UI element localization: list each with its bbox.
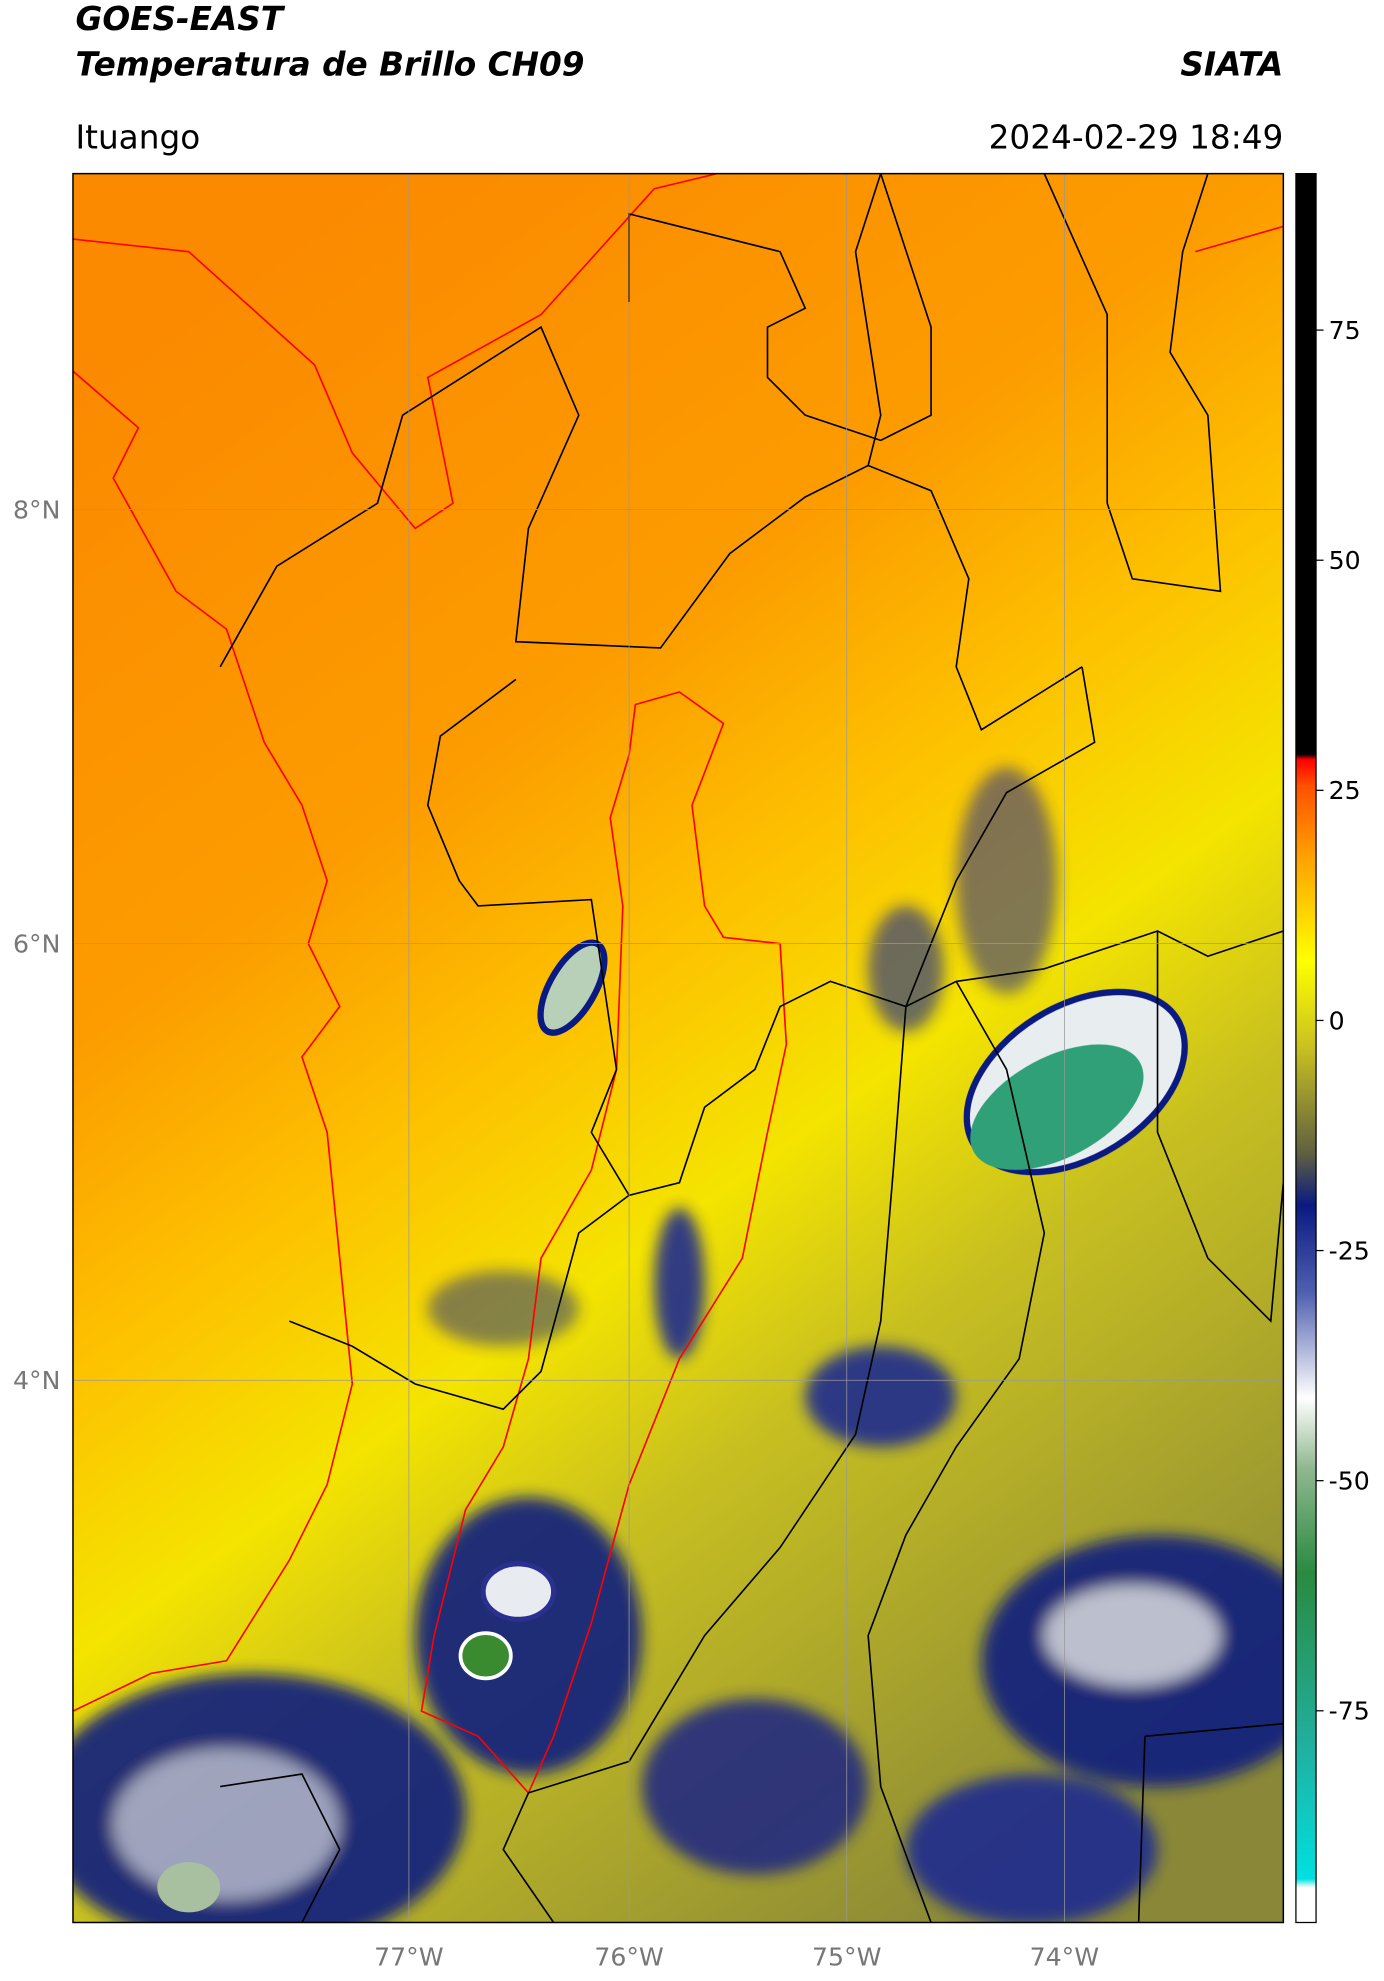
colorbar-tick-label: -75 [1329, 1697, 1370, 1726]
graticule [72, 173, 1284, 1923]
lon-label: 76°W [594, 1942, 664, 1971]
datetime: 2024-02-29 18:49 [989, 118, 1284, 156]
lat-label: 6°N [13, 929, 60, 958]
colorbar-tick-label: -25 [1329, 1236, 1370, 1265]
colorbar-tick-label: 0 [1329, 1006, 1345, 1035]
location: Ituango [75, 118, 200, 156]
lat-label: 4°N [13, 1366, 60, 1395]
colorbar-tick-label: 75 [1329, 316, 1361, 345]
map-frame [72, 172, 1285, 1924]
colorbar: 75 50 25 0 -25 -50 -75 [1295, 172, 1370, 1924]
colorbar-tick-label: 50 [1329, 546, 1361, 575]
lon-label: 77°W [374, 1942, 444, 1971]
map [72, 173, 1284, 1923]
lat-label: 8°N [13, 495, 60, 524]
colorbar-tick-label: 25 [1329, 776, 1361, 805]
colorbar-tick-label: -50 [1329, 1466, 1370, 1495]
subtitle: Temperatura de Brillo CH09 [75, 45, 584, 83]
title: GOES-EAST [75, 0, 285, 38]
lon-label: 74°W [1030, 1942, 1100, 1971]
lon-label: 75°W [812, 1942, 882, 1971]
source: SIATA [1180, 45, 1283, 83]
